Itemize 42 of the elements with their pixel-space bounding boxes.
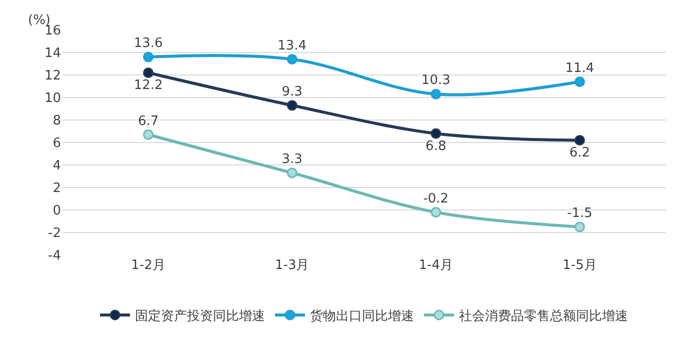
data-label: 6.7 <box>138 114 159 129</box>
data-label: 13.6 <box>134 36 163 52</box>
data-label: -1.5 <box>567 206 592 222</box>
point <box>286 54 298 64</box>
y-tick-label: 6 <box>52 136 61 152</box>
legend-label: 固定资产投资同比增速 <box>135 309 265 324</box>
data-label: 10.3 <box>421 73 450 88</box>
point <box>574 76 585 87</box>
y-tick-label: 14 <box>44 46 61 62</box>
legend-label: 货物出口同比增速 <box>310 309 414 324</box>
y-tick-label: -4 <box>48 248 61 264</box>
point <box>430 88 442 100</box>
data-label: 3.3 <box>282 152 302 168</box>
y-tick-label: 10 <box>44 91 61 106</box>
y-tick-label: 4 <box>52 158 61 174</box>
y-tick-label: 12 <box>44 68 61 84</box>
data-label: 12.2 <box>134 78 163 94</box>
data-label: 13.4 <box>278 38 307 54</box>
x-tick-label: 1-3月 <box>274 258 310 273</box>
point <box>143 52 154 62</box>
point <box>286 100 298 111</box>
point <box>430 207 442 218</box>
y-tick-label: -2 <box>48 226 61 242</box>
legend-label: 社会消费品零售总额同比增速 <box>459 309 628 324</box>
x-tick-label: 1-4月 <box>418 258 454 273</box>
point <box>574 135 585 146</box>
point <box>430 128 442 139</box>
point <box>286 168 298 178</box>
point <box>143 129 154 140</box>
data-label: 9.3 <box>282 84 302 100</box>
y-tick-label: 2 <box>52 181 61 196</box>
x-tick-label: 1-5月 <box>562 258 597 273</box>
y-tick-label: 0 <box>52 204 61 219</box>
point <box>574 222 585 232</box>
y-tick-label: 16 <box>44 24 61 39</box>
data-label: 6.8 <box>426 138 446 154</box>
x-tick-label: 1-2月 <box>131 258 166 273</box>
y-tick-label: 8 <box>52 114 61 129</box>
point <box>143 68 154 78</box>
data-label: -0.2 <box>423 191 449 206</box>
data-label: 6.2 <box>569 146 590 161</box>
data-label: 11.4 <box>565 60 594 76</box>
